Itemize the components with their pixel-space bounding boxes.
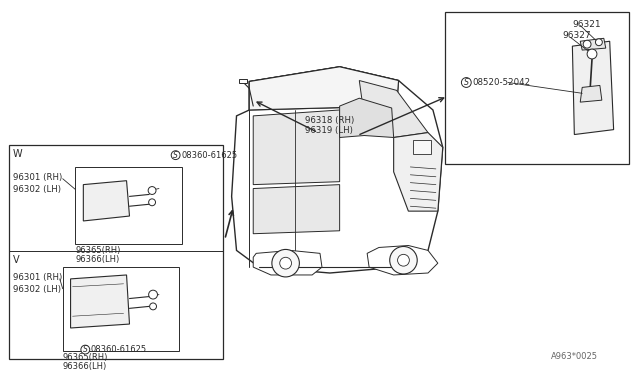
Circle shape [148, 290, 157, 299]
Text: S: S [83, 345, 88, 354]
Text: 08520-52042: 08520-52042 [472, 78, 531, 87]
Polygon shape [394, 132, 443, 211]
Text: W: W [13, 149, 22, 159]
Circle shape [81, 345, 90, 354]
Text: 96302 (LH): 96302 (LH) [13, 185, 61, 193]
Bar [63, 267, 179, 350]
Circle shape [172, 151, 180, 160]
Bar [239, 78, 247, 83]
Polygon shape [250, 67, 399, 110]
Text: S: S [464, 78, 469, 87]
Circle shape [148, 187, 156, 195]
Circle shape [272, 250, 300, 277]
Polygon shape [340, 98, 394, 138]
Polygon shape [70, 275, 129, 328]
Polygon shape [367, 246, 438, 275]
Text: 96301 (RH): 96301 (RH) [13, 273, 62, 282]
Text: A963*0025: A963*0025 [551, 352, 598, 360]
Circle shape [397, 254, 410, 266]
Text: 96319 (LH): 96319 (LH) [305, 126, 353, 135]
Text: 96302 (LH): 96302 (LH) [13, 285, 61, 294]
Text: V: V [13, 255, 19, 265]
Text: 96366(LH): 96366(LH) [76, 255, 120, 264]
Polygon shape [253, 110, 340, 185]
Circle shape [150, 303, 157, 310]
Circle shape [280, 257, 292, 269]
Text: 96365(RH): 96365(RH) [63, 353, 108, 362]
Text: 96321: 96321 [572, 20, 601, 29]
Bar [413, 140, 431, 154]
Text: 96366(LH): 96366(LH) [63, 362, 107, 371]
Text: 08360-61625: 08360-61625 [91, 345, 147, 354]
Text: 08360-61625: 08360-61625 [181, 151, 237, 160]
Circle shape [390, 247, 417, 274]
Circle shape [583, 40, 591, 48]
Text: 96301 (RH): 96301 (RH) [13, 173, 62, 182]
Circle shape [461, 78, 471, 87]
Text: 96365(RH): 96365(RH) [76, 246, 121, 254]
Text: 96327: 96327 [563, 31, 591, 41]
Polygon shape [580, 38, 606, 50]
Polygon shape [572, 41, 614, 135]
Polygon shape [253, 250, 322, 275]
Bar [445, 12, 629, 164]
Bar [76, 167, 182, 244]
Text: 96318 (RH): 96318 (RH) [305, 116, 355, 125]
Bar [9, 145, 223, 359]
Circle shape [595, 39, 602, 46]
Polygon shape [232, 67, 443, 273]
Text: S: S [173, 151, 178, 160]
Polygon shape [83, 181, 129, 221]
Circle shape [587, 49, 597, 59]
Polygon shape [250, 67, 399, 110]
Circle shape [148, 199, 156, 206]
Polygon shape [253, 185, 340, 234]
Polygon shape [359, 80, 428, 138]
Polygon shape [580, 86, 602, 102]
